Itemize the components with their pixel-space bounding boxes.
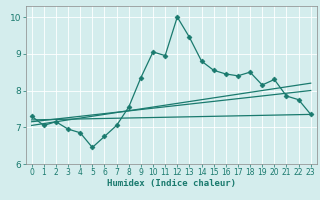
X-axis label: Humidex (Indice chaleur): Humidex (Indice chaleur) [107, 179, 236, 188]
